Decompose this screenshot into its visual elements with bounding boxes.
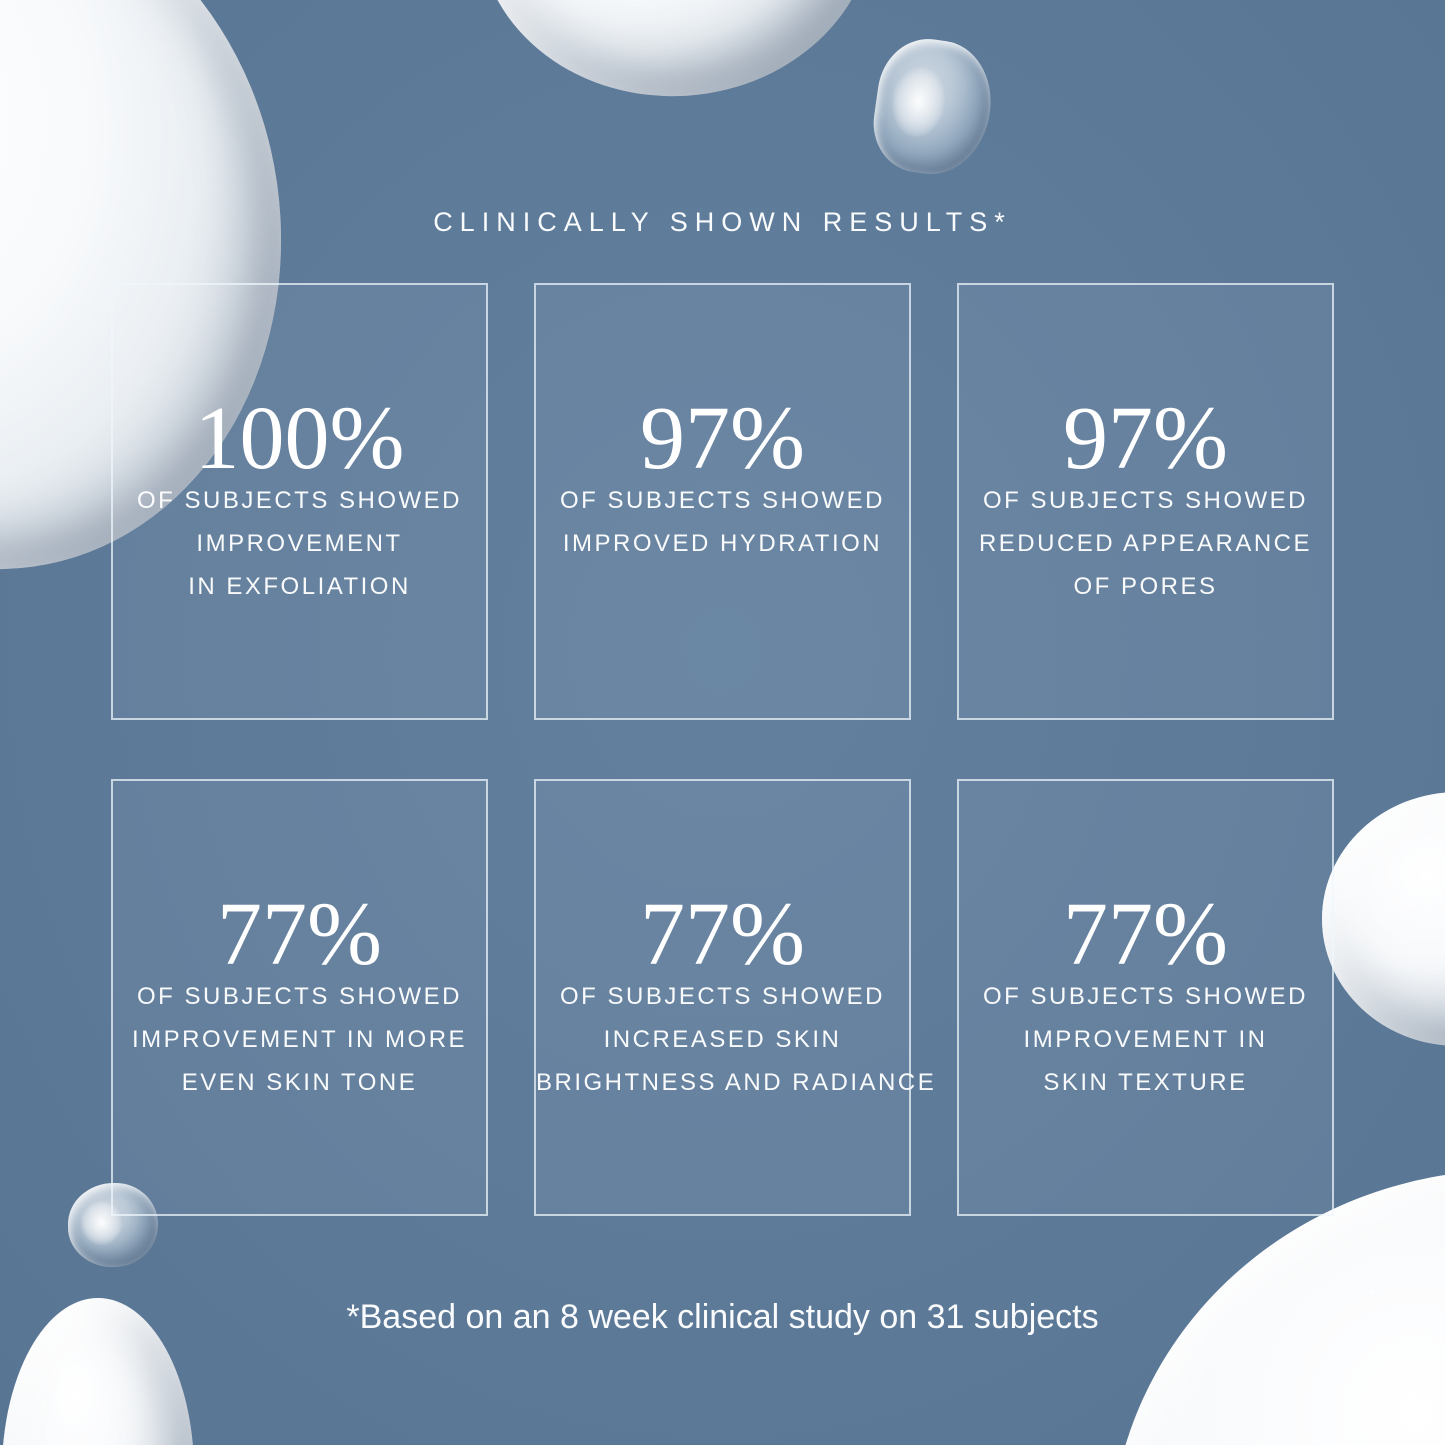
stat-box-exfoliation: 100% OF SUBJECTS SHOWED IMPROVEMENT IN E… (111, 283, 488, 720)
stat-caption-line: OF SUBJECTS SHOWED (559, 983, 886, 1010)
stat-box-skin-tone: 77% OF SUBJECTS SHOWED IMPROVEMENT IN MO… (111, 779, 488, 1216)
stat-caption: OF SUBJECTS SHOWED IMPROVED HYDRATION (536, 479, 909, 565)
stat-caption-line: EVEN SKIN TONE (181, 1069, 418, 1096)
stat-caption: OF SUBJECTS SHOWED IMPROVEMENT IN SKIN T… (959, 975, 1332, 1104)
stat-caption: OF SUBJECTS SHOWED IMPROVEMENT IN EXFOLI… (113, 479, 486, 608)
footnote: *Based on an 8 week clinical study on 31… (346, 1298, 1099, 1336)
stat-caption-line: OF SUBJECTS SHOWED (136, 983, 463, 1010)
stat-caption-line: BRIGHTNESS AND RADIANCE (536, 1069, 937, 1096)
stat-caption-line: IMPROVEMENT (196, 530, 403, 557)
stat-caption: OF SUBJECTS SHOWED INCREASED SKIN BRIGHT… (536, 975, 937, 1104)
water-droplet-bottom-left (68, 1183, 158, 1267)
stat-value: 100% (194, 389, 405, 488)
stat-box-texture: 77% OF SUBJECTS SHOWED IMPROVEMENT IN SK… (957, 779, 1334, 1216)
stat-caption-line: OF SUBJECTS SHOWED (982, 487, 1309, 514)
stat-box-brightness: 77% OF SUBJECTS SHOWED INCREASED SKIN BR… (534, 779, 937, 1216)
water-bubble-right-middle (1322, 792, 1445, 1046)
stat-value: 97% (1063, 389, 1228, 488)
page-title: CLINICALLY SHOWN RESULTS* (433, 207, 1012, 237)
stat-value: 77% (217, 885, 382, 984)
stat-value: 77% (640, 885, 805, 984)
stat-caption-line: OF SUBJECTS SHOWED (136, 487, 463, 514)
water-bubble-top-center (466, 0, 886, 110)
stat-caption-line: INCREASED SKIN (603, 1026, 842, 1053)
stat-caption-line: IN EXFOLIATION (188, 573, 411, 600)
stat-caption-line: IMPROVEMENT IN MORE (131, 1026, 468, 1053)
stat-caption-line: SKIN TEXTURE (1043, 1069, 1248, 1096)
stat-caption-line: OF PORES (1073, 573, 1218, 600)
water-droplet-top-right (867, 32, 999, 182)
stat-box-pores: 97% OF SUBJECTS SHOWED REDUCED APPEARANC… (957, 283, 1334, 720)
stat-caption-line: IMPROVEMENT IN (1023, 1026, 1268, 1053)
stat-box-hydration: 97% OF SUBJECTS SHOWED IMPROVED HYDRATIO… (534, 283, 911, 720)
stat-value: 77% (1063, 885, 1228, 984)
stat-caption-line: IMPROVED HYDRATION (562, 530, 883, 557)
stat-caption: OF SUBJECTS SHOWED IMPROVEMENT IN MORE E… (113, 975, 486, 1104)
stat-caption: OF SUBJECTS SHOWED REDUCED APPEARANCE OF… (959, 479, 1332, 608)
stat-caption-line: OF SUBJECTS SHOWED (982, 983, 1309, 1010)
stat-value: 97% (640, 389, 805, 488)
stat-caption-line: REDUCED APPEARANCE (978, 530, 1313, 557)
stats-grid: 100% OF SUBJECTS SHOWED IMPROVEMENT IN E… (111, 283, 1334, 1216)
stat-caption-line: OF SUBJECTS SHOWED (559, 487, 886, 514)
